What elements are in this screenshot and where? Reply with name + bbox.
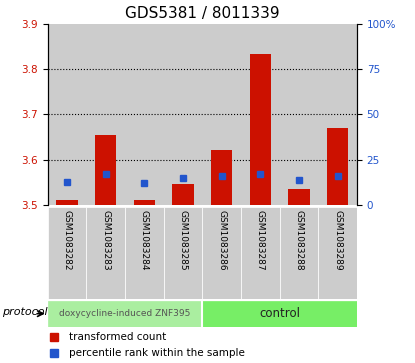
Bar: [164, 24, 202, 205]
Text: GSM1083289: GSM1083289: [333, 210, 342, 270]
Bar: [134, 200, 155, 205]
Bar: [202, 207, 241, 299]
Bar: [241, 24, 280, 205]
Bar: [202, 301, 357, 327]
Bar: [280, 207, 318, 299]
Bar: [48, 301, 202, 327]
Bar: [172, 184, 194, 205]
Text: GSM1083282: GSM1083282: [63, 210, 71, 270]
Text: protocol: protocol: [2, 307, 48, 317]
Bar: [318, 24, 357, 205]
Bar: [125, 24, 164, 205]
Text: transformed count: transformed count: [69, 332, 166, 342]
Bar: [288, 189, 310, 205]
Bar: [250, 54, 271, 205]
Text: GSM1083285: GSM1083285: [178, 210, 188, 270]
Bar: [95, 135, 116, 205]
Bar: [86, 24, 125, 205]
Text: GSM1083286: GSM1083286: [217, 210, 226, 270]
Text: percentile rank within the sample: percentile rank within the sample: [69, 348, 245, 358]
Title: GDS5381 / 8011339: GDS5381 / 8011339: [125, 6, 280, 21]
Bar: [48, 207, 86, 299]
Text: doxycycline-induced ZNF395: doxycycline-induced ZNF395: [59, 309, 191, 318]
Text: control: control: [259, 307, 300, 320]
Bar: [86, 207, 125, 299]
Bar: [48, 24, 86, 205]
Text: GSM1083288: GSM1083288: [294, 210, 303, 270]
Text: GSM1083287: GSM1083287: [256, 210, 265, 270]
Bar: [56, 200, 78, 205]
Bar: [125, 207, 164, 299]
Bar: [241, 207, 280, 299]
Text: GSM1083284: GSM1083284: [140, 210, 149, 270]
Bar: [202, 24, 241, 205]
Bar: [280, 24, 318, 205]
Bar: [327, 128, 348, 205]
Bar: [318, 207, 357, 299]
Bar: [164, 207, 202, 299]
Bar: [211, 150, 232, 205]
Text: GSM1083283: GSM1083283: [101, 210, 110, 270]
